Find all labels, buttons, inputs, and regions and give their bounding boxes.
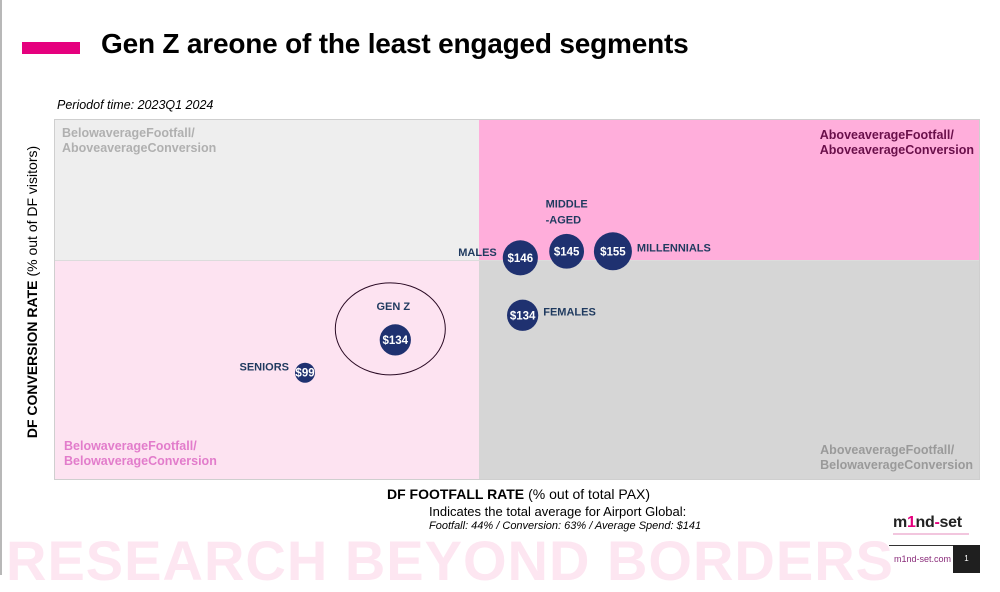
point-label-middle-aged-line1: MIDDLE <box>546 198 588 210</box>
bubble-value-seniors: $99 <box>295 368 314 380</box>
logo-text: - <box>934 514 940 531</box>
point-label-millennials: MILLENNIALS <box>637 242 711 254</box>
point-label-females: FEMALES <box>543 306 596 318</box>
bubble-middle-aged <box>549 233 585 269</box>
logo-text: set <box>939 514 963 531</box>
average-note-values: Footfall: 44% / Conversion: 63% / Averag… <box>429 520 702 532</box>
quadrant-chart: BelowaverageFootfall/ AboveaverageConver… <box>54 119 980 480</box>
watermark: RESEARCH BEYOND BORDERS <box>6 529 894 592</box>
bubble-value-middle-aged: $145 <box>554 246 580 258</box>
bubble-value-gen-z: $134 <box>383 335 409 347</box>
mindset-logo: m1nd-set <box>893 514 962 532</box>
quadrant-label-top-right: AboveaverageFootfall/ AboveaverageConver… <box>820 128 974 158</box>
x-axis-label: DF FOOTFALL RATE (% out of total PAX) <box>387 486 650 502</box>
bubble-millennials <box>593 232 632 271</box>
bubble-value-females: $134 <box>510 310 536 322</box>
point-label-middle-aged-line2: -AGED <box>546 214 582 226</box>
quadrant-label-bottom-right: AboveaverageFootfall/ BelowaverageConver… <box>820 443 973 473</box>
logo-text: 1 <box>906 514 916 531</box>
quadrant-label-top-left: BelowaverageFootfall/ AboveaverageConver… <box>62 126 216 156</box>
quadrant-label-line: AboveaverageConversion <box>819 143 974 157</box>
point-label-gen-z: GEN Z <box>376 301 410 313</box>
x-axis-label-unit: (% out of total PAX) <box>528 486 651 502</box>
y-axis-label-unit: (% out of DF visitors) <box>24 145 40 277</box>
quadrant-label-line: BelowaverageFootfall/ <box>64 439 197 453</box>
highlight-ellipse-gen-z <box>334 282 446 376</box>
quadrant-top-left: BelowaverageFootfall/ AboveaverageConver… <box>55 120 479 260</box>
quadrant-label-line: BelowaverageFootfall/ <box>62 126 195 140</box>
x-axis-label-bold: DF FOOTFALL RATE <box>387 486 525 502</box>
quadrant-label-line: AboveaverageFootfall/ <box>820 443 955 457</box>
y-axis-label: DF CONVERSION RATE (% out of DF visitors) <box>24 146 40 438</box>
logo-tagline-bar <box>893 533 969 535</box>
bubble-value-millennials: $155 <box>600 246 626 258</box>
average-note: Indicates the total average for Airport … <box>429 504 701 533</box>
quadrant-bottom-left <box>55 260 479 479</box>
bubble-males <box>502 240 538 276</box>
page-number: 1 <box>953 545 980 573</box>
scatter-plot: $146 MALES $145 MIDDLE -AGED $155 MILLENNIALS $… <box>240 198 711 383</box>
footer-divider <box>889 545 953 546</box>
quadrant-label-line: AboveaverageFootfall/ <box>819 128 954 142</box>
accent-bar <box>22 42 80 54</box>
average-note-title: Indicates the total average for Airport … <box>429 504 687 519</box>
point-label-seniors: SENIORS <box>240 362 290 374</box>
website-link[interactable]: m1nd-set.com <box>894 554 952 564</box>
quadrant-top-right: AboveaverageFootfall/ AboveaverageConver… <box>479 120 979 260</box>
quadrant-label-bottom-left: BelowaverageFootfall/ BelowaverageConver… <box>64 439 217 469</box>
y-axis-label-bold: DF CONVERSION RATE <box>24 280 40 439</box>
logo-text: m <box>893 514 907 531</box>
bubble-seniors <box>295 362 316 383</box>
period-label: Periodof time: 2023Q1 2024 <box>57 98 214 112</box>
quadrant-label-line: BelowaverageConversion <box>820 458 973 472</box>
quadrant-bottom-right <box>479 260 979 479</box>
bubble-value-males: $146 <box>508 253 534 265</box>
left-border <box>0 0 2 575</box>
quadrant-label-line: BelowaverageConversion <box>64 454 217 468</box>
quadrant-label-line: AboveaverageConversion <box>62 141 217 155</box>
bubble-females <box>507 299 539 331</box>
logo-text: nd <box>915 514 935 531</box>
slide-title: Gen Z areone of the least engaged segmen… <box>101 28 689 59</box>
point-label-males: MALES <box>458 247 497 259</box>
bubble-gen-z <box>379 324 411 356</box>
